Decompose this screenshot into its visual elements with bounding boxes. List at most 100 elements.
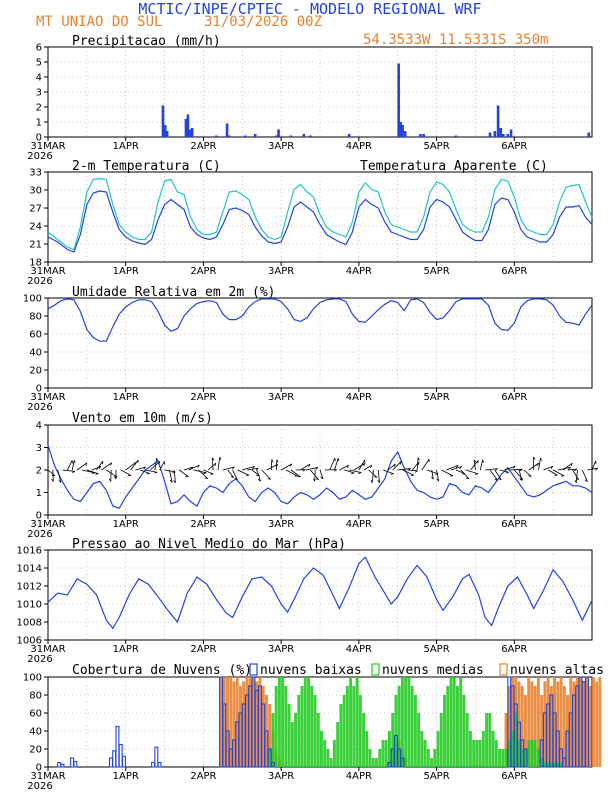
precip-bar bbox=[308, 135, 312, 137]
precip-xtick-label: 1APR bbox=[113, 141, 139, 152]
wind-barb-head bbox=[267, 478, 271, 480]
precip-bar bbox=[493, 131, 497, 137]
wind-barb bbox=[436, 469, 440, 482]
cloud-bar-nuvens-altas bbox=[504, 713, 508, 767]
temp-title: 2-m Temperatura (C) bbox=[72, 159, 221, 174]
wind-barb bbox=[106, 469, 118, 478]
cloud-bar-nuvens-medias bbox=[358, 695, 362, 767]
wind-barb bbox=[591, 460, 596, 471]
pressure-ytick-label: 1012 bbox=[17, 582, 42, 593]
cloud-bar-nuvens-altas bbox=[232, 681, 236, 767]
wind-barb-head bbox=[320, 476, 324, 480]
precip-bar bbox=[274, 135, 278, 137]
wind-barb-head bbox=[570, 463, 573, 467]
cloud-bar-nuvens-altas bbox=[536, 677, 540, 767]
pressure-xtick-label: 6APR bbox=[501, 644, 527, 655]
cloud-bar-nuvens-altas bbox=[588, 686, 592, 767]
rh-xtick-label: 31MAR bbox=[30, 392, 65, 403]
precip-xtick-label: 4APR bbox=[346, 141, 372, 152]
wind-barb bbox=[572, 469, 579, 480]
wind-barb bbox=[159, 461, 165, 471]
wind-barb bbox=[489, 469, 498, 481]
cloud-bar-nuvens-medias bbox=[556, 762, 560, 767]
rh-title: Umidade Relativa em 2m (%) bbox=[72, 285, 276, 300]
wind-barb bbox=[473, 459, 476, 471]
wind-barb-head bbox=[143, 466, 146, 470]
cloud-bar-nuvens-altas bbox=[575, 677, 579, 767]
cloud-bar-nuvens-medias bbox=[404, 677, 408, 767]
wind-barb-head bbox=[156, 457, 159, 462]
wind-xtick-label: 2APR bbox=[190, 519, 216, 530]
cloud-bar-nuvens-medias bbox=[371, 758, 375, 767]
wind-barb-head bbox=[533, 456, 536, 460]
cloud-bar-nuvens-medias bbox=[339, 704, 343, 767]
cloud-bar-nuvens-medias bbox=[423, 740, 427, 767]
cloud-bar-nuvens-medias bbox=[378, 749, 382, 767]
wind-barb bbox=[377, 469, 380, 483]
cloud-bar-nuvens-medias bbox=[332, 740, 336, 767]
wind-barb-head bbox=[211, 457, 215, 461]
cloud-bar-nuvens-altas bbox=[582, 681, 586, 767]
precip-title: Precipitacao (mm/h) bbox=[72, 34, 221, 49]
temp-xtick-label: 2APR bbox=[190, 266, 216, 277]
wind-barb-head bbox=[370, 479, 373, 483]
wind-barb-head bbox=[584, 479, 588, 482]
wind-barb-head bbox=[337, 458, 340, 462]
cloud-bar-nuvens-altas bbox=[520, 686, 524, 767]
wind-barb bbox=[397, 468, 411, 471]
cloud-bar-nuvens-medias bbox=[459, 677, 463, 767]
cloud-legend-label: nuvens medias bbox=[382, 663, 484, 678]
clouds-xtick-label: 2APR bbox=[190, 771, 216, 782]
cloud-bar-nuvens-altas bbox=[219, 677, 223, 767]
pressure-ytick-label: 1014 bbox=[17, 564, 42, 575]
pressure-xtick-label: 5APR bbox=[423, 644, 449, 655]
wind-barb bbox=[67, 460, 73, 471]
wind-barb-head bbox=[114, 476, 117, 480]
wind-barb bbox=[232, 469, 238, 481]
precip-bar bbox=[184, 119, 188, 137]
cloud-bar-nuvens-medias bbox=[514, 713, 518, 767]
cloud-bar-nuvens-medias bbox=[342, 695, 346, 767]
cloud-bar-nuvens-medias bbox=[501, 749, 505, 767]
wind-barb bbox=[237, 469, 250, 476]
rh-ytick-label: 20 bbox=[29, 366, 42, 377]
wind-barb-head bbox=[98, 466, 102, 470]
cloud-bar-nuvens-medias bbox=[420, 731, 424, 767]
wind-barb-head bbox=[475, 473, 479, 475]
precip-ytick-label: 1 bbox=[36, 118, 42, 129]
precip-bar bbox=[488, 132, 492, 137]
wind-barb bbox=[47, 469, 56, 477]
precip-ytick-label: 4 bbox=[36, 73, 42, 84]
temp-xtick-label: 5APR bbox=[423, 266, 449, 277]
cloud-bar-nuvens-medias bbox=[271, 713, 275, 767]
wind-barb-head bbox=[459, 466, 462, 470]
cloud-bar-nuvens-medias bbox=[536, 749, 540, 767]
wind-barb-head bbox=[358, 472, 362, 474]
wind-barb bbox=[371, 469, 374, 483]
cloud-bar-nuvens-medias bbox=[397, 686, 401, 767]
precip-ytick-label: 6 bbox=[36, 43, 42, 54]
cloud-bar-nuvens-altas bbox=[595, 681, 599, 767]
wind-barb bbox=[499, 469, 509, 473]
cloud-bar-nuvens-altas bbox=[559, 677, 563, 767]
precip-bar bbox=[253, 134, 257, 137]
precip-ytick-label: 0 bbox=[36, 133, 42, 144]
wind-barb bbox=[353, 462, 366, 471]
wind-barb-head bbox=[513, 465, 516, 469]
cloud-bar-nuvens-altas bbox=[511, 677, 514, 767]
wind-barb-head bbox=[333, 469, 337, 472]
wind-barb bbox=[575, 469, 578, 483]
rh-xtick-label: 3APR bbox=[268, 392, 294, 403]
clouds-xtick-label: 31MAR bbox=[30, 771, 65, 782]
wind-barb bbox=[96, 460, 104, 471]
cloud-bar-nuvens-altas bbox=[553, 677, 557, 767]
cloud-bar-nuvens-baixas bbox=[270, 761, 275, 768]
header-location: MT UNIAO DO SUL bbox=[36, 14, 162, 30]
clouds-ytick-label: 0 bbox=[36, 763, 42, 774]
cloud-bar-nuvens-medias bbox=[543, 762, 547, 767]
cloud-bar-nuvens-medias bbox=[533, 740, 537, 767]
wind-barb bbox=[91, 466, 101, 471]
temp-series-apparent-temperature bbox=[47, 177, 593, 251]
wind-barb-head bbox=[494, 468, 498, 471]
